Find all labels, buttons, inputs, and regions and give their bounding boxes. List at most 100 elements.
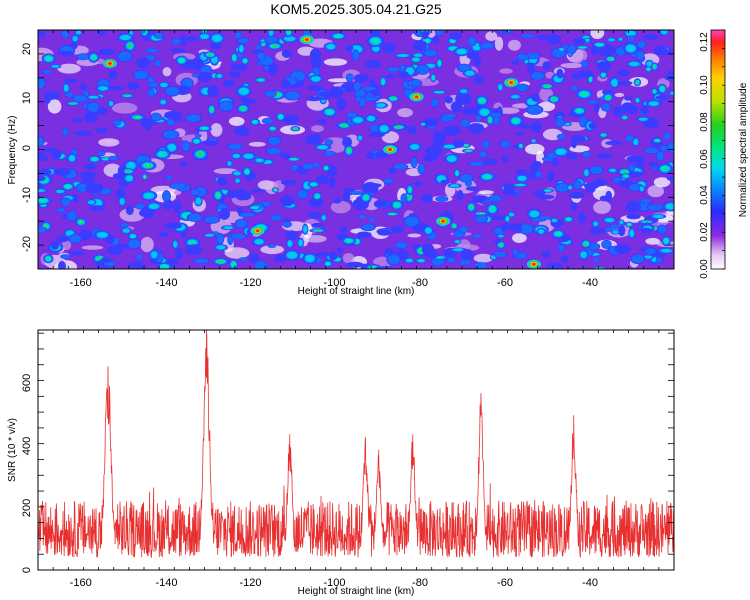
heatmap-blob <box>83 111 98 123</box>
heatmap-blob <box>326 109 333 115</box>
heatmap-blob <box>614 243 631 255</box>
heatmap-blob <box>283 222 292 227</box>
heatmap-low-patch <box>47 99 62 114</box>
heatmap-blob <box>637 40 646 49</box>
heatmap-blob <box>281 179 297 186</box>
heatmap-blob <box>251 188 265 193</box>
heatmap-blob <box>612 177 623 182</box>
heatmap-blob <box>53 168 71 176</box>
heatmap-low-patch <box>162 67 172 77</box>
heatmap-blob <box>666 176 674 182</box>
heatmap-blob <box>475 115 481 122</box>
heatmap-blob <box>61 30 69 38</box>
heatmap-blob <box>58 260 66 269</box>
heatmap-blob <box>223 226 233 230</box>
heatmap-blob <box>162 191 171 201</box>
heatmap-blob <box>576 108 583 113</box>
heatmap-blob <box>391 213 394 215</box>
heatmap-blob <box>518 123 532 129</box>
heatmap-blob <box>498 84 503 91</box>
heatmap-blob <box>120 223 129 228</box>
heatmap-blob <box>143 192 155 199</box>
heatmap-blob <box>368 132 385 138</box>
heatmap-blob <box>440 179 450 185</box>
y-ticklabel: 400 <box>21 437 33 455</box>
heatmap-blob <box>455 240 460 243</box>
heatmap-blob <box>232 154 240 158</box>
heatmap-blob <box>642 34 659 40</box>
heatmap-blob <box>629 171 643 177</box>
heatmap-blob <box>480 42 494 49</box>
heatmap-blob <box>136 116 139 119</box>
heatmap-blob <box>545 85 550 88</box>
heatmap-blob <box>646 67 651 71</box>
heatmap-blob <box>71 102 75 105</box>
heatmap-blob <box>235 32 242 39</box>
heatmap-blob <box>531 139 536 143</box>
heatmap-blob <box>205 233 214 237</box>
heatmap-blob <box>122 228 130 233</box>
heatmap-low-patch <box>614 92 625 98</box>
heatmap-blob <box>558 47 565 51</box>
heatmap-blob <box>286 30 291 35</box>
heatmap-blob <box>519 144 523 148</box>
heatmap-blob <box>436 256 444 259</box>
heatmap-blob <box>144 121 152 131</box>
heatmap-blob <box>513 249 519 256</box>
heatmap-blob <box>239 190 252 201</box>
heatmap-blob <box>571 85 578 91</box>
heatmap-blob <box>640 105 649 115</box>
heatmap-blob <box>511 95 520 99</box>
heatmap-blob <box>67 211 77 221</box>
heatmap-blob <box>186 114 201 122</box>
heatmap-blob <box>494 238 501 244</box>
heatmap-blob <box>365 60 382 69</box>
heatmap-blob <box>558 245 565 252</box>
heatmap-blob <box>188 240 196 245</box>
heatmap-blob <box>204 216 219 224</box>
heatmap-blob <box>629 229 634 238</box>
heatmap-blob <box>593 101 600 114</box>
heatmap-blob <box>151 113 161 121</box>
heatmap-low-patch <box>311 125 324 133</box>
heatmap-blob <box>557 134 565 140</box>
heatmap-blob <box>158 231 169 237</box>
heatmap-blob <box>346 261 364 268</box>
heatmap-blobs <box>38 30 674 269</box>
heatmap-blob <box>262 118 273 124</box>
heatmap-blob <box>377 229 392 236</box>
heatmap-blob <box>243 153 254 159</box>
heatmap-blob <box>602 134 605 136</box>
heatmap-blob <box>601 103 611 111</box>
heatmap-blob <box>442 114 457 118</box>
heatmap-blob <box>307 85 318 91</box>
heatmap-low-patch <box>81 245 104 250</box>
heatmap-blob <box>655 95 670 101</box>
heatmap-blob <box>612 230 619 234</box>
heatmap-blob <box>98 86 108 91</box>
heatmap-blob <box>508 212 515 217</box>
x-ticklabel: -120 <box>239 577 261 589</box>
heatmap-blob <box>654 227 657 230</box>
heatmap-blob <box>450 184 460 188</box>
heatmap-blob <box>227 161 232 167</box>
heatmap-blob <box>130 234 136 238</box>
heatmap-blob <box>640 227 652 234</box>
heatmap-peak <box>108 62 112 65</box>
heatmap-low-patch <box>407 233 422 238</box>
heatmap-blob <box>622 170 627 173</box>
heatmap-blob <box>537 194 555 200</box>
heatmap-low-patch <box>593 200 611 214</box>
heatmap-blob <box>455 171 459 176</box>
heatmap-blob <box>636 98 639 103</box>
heatmap-blob <box>148 203 159 209</box>
heatmap-blob <box>200 65 211 74</box>
heatmap-blob <box>268 63 278 76</box>
heatmap-low-patch <box>590 30 605 39</box>
heatmap-blob <box>270 215 282 221</box>
heatmap-blob <box>119 198 125 205</box>
heatmap-blob <box>356 231 372 239</box>
heatmap-blob <box>482 141 490 148</box>
heatmap-blob <box>173 201 182 213</box>
heatmap-blob <box>144 176 146 178</box>
